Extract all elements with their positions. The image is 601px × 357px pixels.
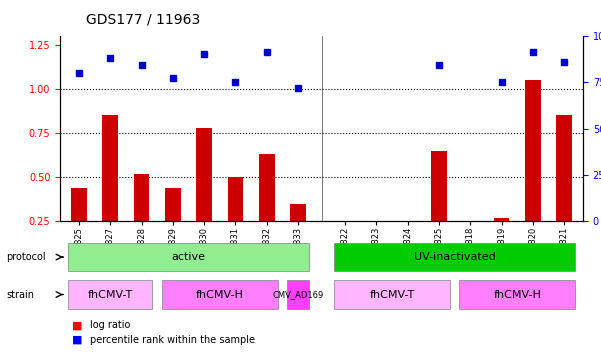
Text: ■: ■: [72, 335, 82, 345]
Bar: [165, 188, 181, 221]
FancyBboxPatch shape: [459, 280, 575, 309]
Text: UV-inactivated: UV-inactivated: [413, 252, 495, 262]
FancyBboxPatch shape: [334, 243, 575, 271]
Bar: [557, 115, 572, 221]
FancyBboxPatch shape: [287, 280, 309, 309]
Text: percentile rank within the sample: percentile rank within the sample: [90, 335, 255, 345]
Text: fhCMV-T: fhCMV-T: [88, 290, 133, 300]
Bar: [133, 174, 149, 221]
Text: CMV_AD169: CMV_AD169: [272, 290, 324, 299]
Text: protocol: protocol: [6, 252, 46, 262]
Bar: [494, 218, 510, 221]
Text: fhCMV-H: fhCMV-H: [196, 290, 244, 300]
FancyBboxPatch shape: [68, 243, 309, 271]
Bar: [102, 115, 118, 221]
FancyBboxPatch shape: [68, 280, 153, 309]
FancyBboxPatch shape: [334, 280, 450, 309]
Bar: [431, 151, 447, 221]
Text: active: active: [171, 252, 206, 262]
Bar: [259, 154, 275, 221]
Bar: [525, 80, 541, 221]
Bar: [290, 203, 306, 221]
Text: ■: ■: [72, 321, 82, 331]
Text: log ratio: log ratio: [90, 321, 130, 331]
Bar: [197, 128, 212, 221]
Bar: [228, 177, 243, 221]
Text: fhCMV-H: fhCMV-H: [493, 290, 541, 300]
Text: fhCMV-T: fhCMV-T: [370, 290, 415, 300]
Text: GDS177 / 11963: GDS177 / 11963: [87, 12, 201, 27]
FancyBboxPatch shape: [162, 280, 278, 309]
Bar: [71, 188, 87, 221]
Text: strain: strain: [6, 290, 34, 300]
